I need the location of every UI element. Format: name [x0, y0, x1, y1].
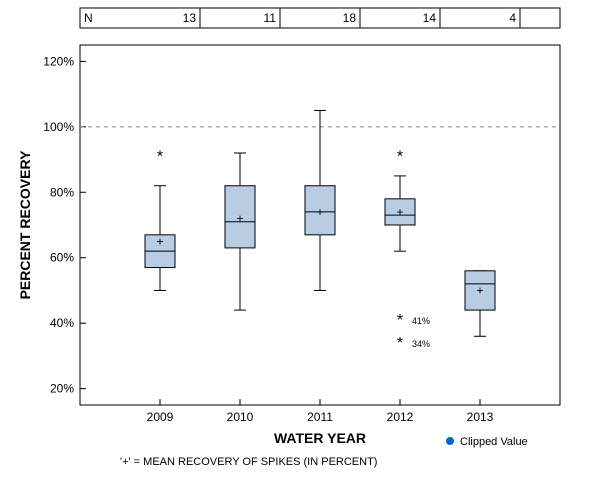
n-value: 4 — [509, 11, 516, 25]
y-tick-label: 40% — [50, 316, 74, 330]
y-tick-label: 60% — [50, 251, 74, 265]
mean-marker: + — [396, 205, 403, 219]
chart-container: N 13 11 18 14 4 20% 40% 60% 80% 100% 120% 2009 2010 20… — [0, 0, 600, 500]
mean-marker: + — [476, 283, 483, 297]
outlier-label: 34% — [412, 339, 430, 349]
y-tick-label: 20% — [50, 382, 74, 396]
n-table — [80, 8, 560, 28]
legend-label: Clipped Value — [460, 436, 528, 448]
mean-marker: + — [236, 211, 243, 225]
mean-marker: + — [156, 234, 163, 248]
y-tick-label: 100% — [43, 120, 74, 134]
x-tick-label: 2012 — [387, 410, 414, 424]
y-tick-label: 80% — [50, 185, 74, 199]
mean-marker: + — [316, 205, 323, 219]
outlier-label: 41% — [412, 316, 430, 326]
outlier-marker: * — [157, 148, 163, 165]
x-tick-label: 2011 — [307, 410, 333, 424]
n-value: 18 — [343, 11, 357, 25]
y-tick-label: 120% — [43, 54, 74, 68]
y-axis-label: PERCENT RECOVERY — [17, 150, 33, 300]
x-tick-label: 2009 — [147, 410, 174, 424]
outlier-marker: * — [397, 335, 403, 352]
x-tick-label: 2010 — [227, 410, 254, 424]
boxplot-chart: N 13 11 18 14 4 20% 40% 60% 80% 100% 120% 2009 2010 20… — [0, 0, 600, 500]
x-axis-label: WATER YEAR — [274, 430, 366, 446]
n-label: N — [84, 11, 93, 25]
outlier-marker: * — [397, 148, 403, 165]
footnote: '+' = MEAN RECOVERY OF SPIKES (IN PERCEN… — [120, 456, 377, 468]
n-value: 13 — [183, 11, 197, 25]
n-value: 14 — [423, 11, 437, 25]
outlier-marker: * — [397, 312, 403, 329]
n-value: 11 — [264, 11, 277, 25]
x-tick-label: 2013 — [467, 410, 494, 424]
legend-marker — [446, 437, 454, 445]
